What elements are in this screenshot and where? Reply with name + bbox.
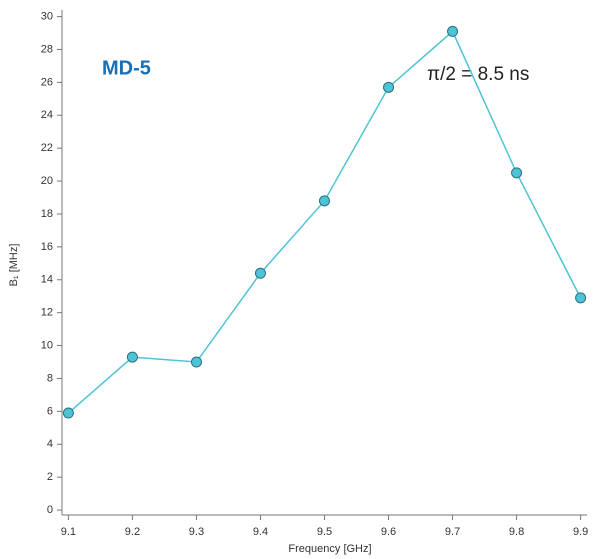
point (383, 81, 395, 93)
annotation: π/2 = 8.5 ns (427, 64, 529, 85)
point (254, 267, 266, 279)
y-tick-label: 20 (41, 175, 53, 187)
x-axis-label: Frequency [GHz] (288, 543, 371, 555)
y-tick-label: 0 (47, 504, 53, 516)
point (511, 167, 523, 179)
y-tick-label: 18 (41, 208, 53, 220)
y-tick-label: 8 (47, 372, 53, 384)
point (575, 292, 587, 304)
y-tick-label: 26 (41, 76, 53, 88)
y-tick-label: 14 (41, 274, 53, 286)
x-tick-label: 9.1 (61, 526, 76, 538)
point (190, 356, 202, 368)
x-tick-label: 9.3 (189, 526, 204, 538)
y-tick-label: 16 (41, 241, 53, 253)
x-tick-label: 9.4 (253, 526, 268, 538)
x-tick-label: 9.2 (125, 526, 140, 538)
annotation: MD-5 (102, 57, 151, 79)
y-tick-label: 6 (47, 405, 53, 417)
y-tick-label: 28 (41, 43, 53, 55)
line (67, 30, 582, 414)
point (319, 195, 330, 207)
x-tick-label: 9.6 (381, 526, 396, 538)
point (447, 25, 459, 37)
y-tick-label: 2 (47, 471, 53, 483)
y-tick-label: 24 (41, 109, 53, 121)
point (126, 351, 138, 363)
y-tick-label: 12 (41, 307, 53, 319)
x-tick-label: 9.7 (445, 526, 460, 538)
x-tick-label: 9.8 (509, 526, 524, 538)
y-tick-label: 4 (47, 438, 53, 450)
y-tick-label: 22 (41, 142, 53, 154)
y-axis-label: B₁ [MHz] (8, 244, 20, 287)
x-tick-label: 9.5 (317, 526, 332, 538)
y-tick-label: 10 (41, 339, 53, 351)
y-tick-label: 30 (41, 10, 53, 22)
x-tick-label: 9.9 (573, 526, 588, 538)
point (62, 407, 74, 419)
